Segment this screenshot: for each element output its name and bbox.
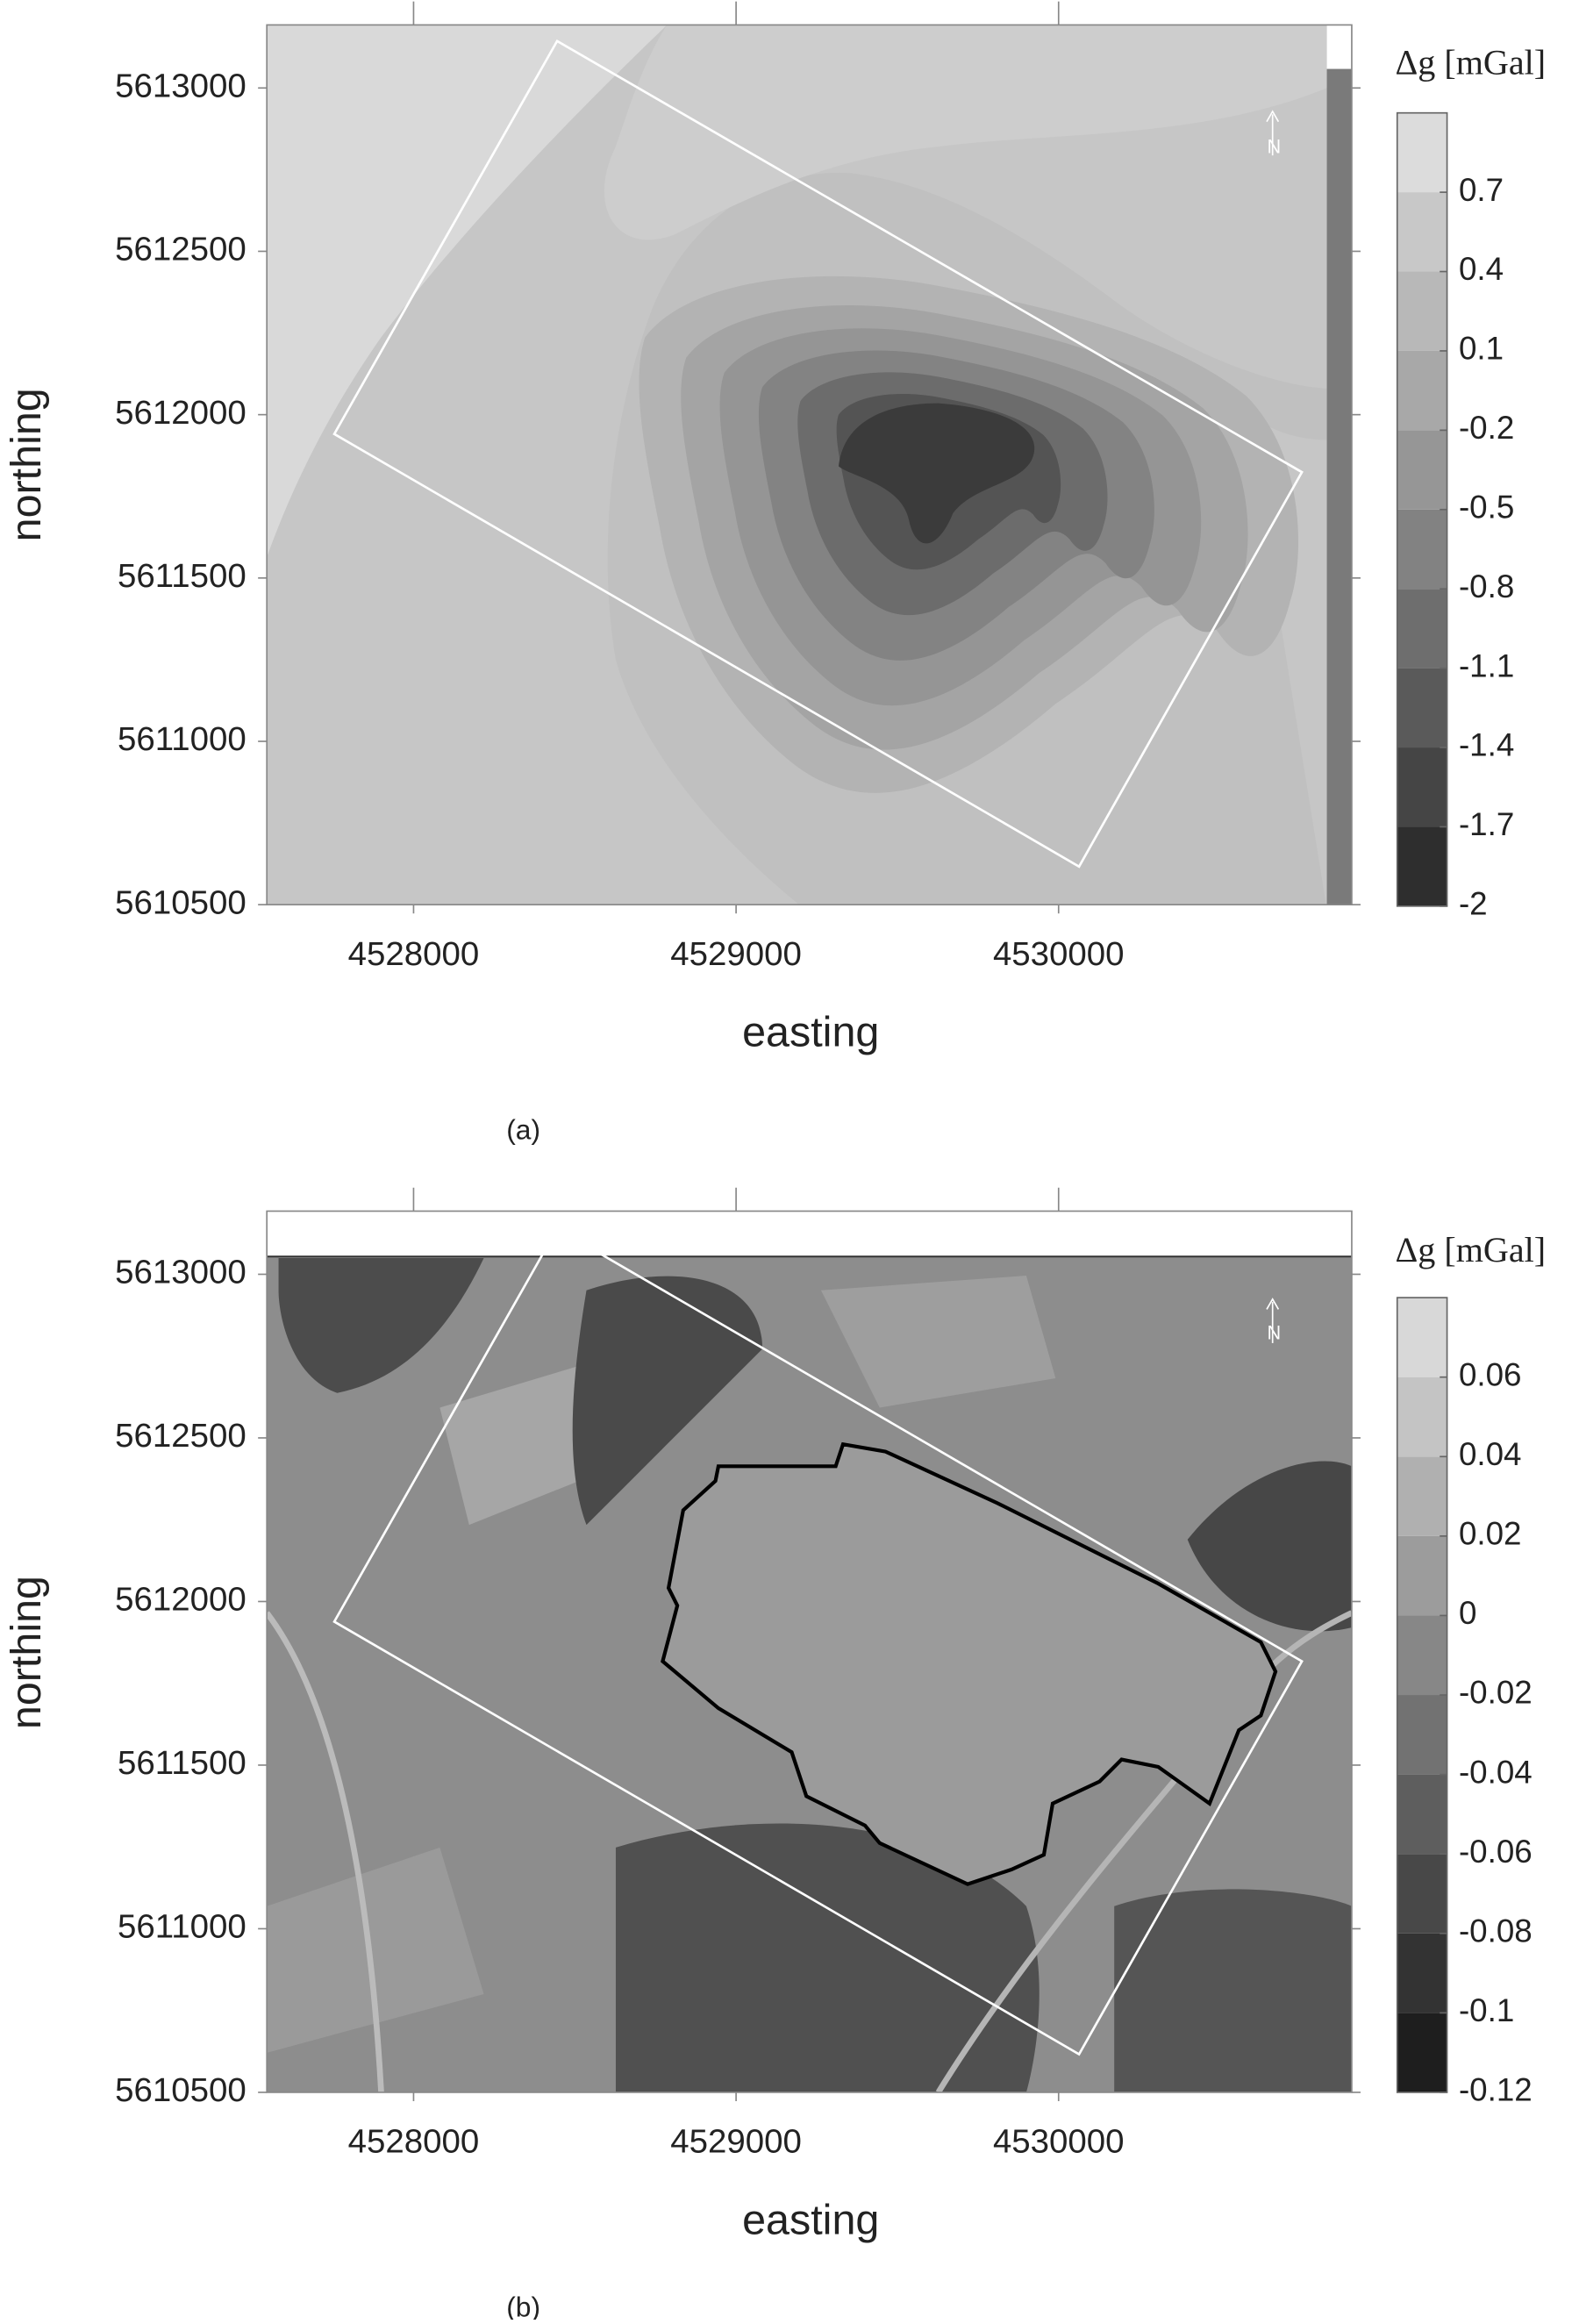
colorbar-band xyxy=(1397,1615,1447,1696)
colorbar-band xyxy=(1397,747,1447,827)
colorbar-band xyxy=(1397,1933,1447,2013)
colorbar-tick-label: 0.02 xyxy=(1459,1516,1522,1552)
x-axis-label: easting xyxy=(742,1009,879,1056)
y-tick-label: 5612000 xyxy=(115,394,246,432)
plot-frame xyxy=(266,24,1353,906)
colorbar-band xyxy=(1397,1774,1447,1855)
plot-frame xyxy=(266,1210,1353,2093)
x-tick-label: 4529000 xyxy=(670,2123,802,2161)
colorbar-band xyxy=(1397,192,1447,272)
colorbar-tick-label: -0.06 xyxy=(1459,1834,1533,1870)
y-tick-label: 5612500 xyxy=(115,1417,246,1455)
colorbar-tick-label: -0.08 xyxy=(1459,1913,1533,1949)
colorbar-band xyxy=(1397,1456,1447,1536)
map-b xyxy=(267,1211,1352,2092)
north-label: N xyxy=(1268,136,1282,158)
colorbar-tick-label: -2 xyxy=(1459,886,1488,922)
colorbar-tick-label: 0 xyxy=(1459,1595,1476,1631)
colorbar-band xyxy=(1397,509,1447,590)
colorbar-band xyxy=(1397,350,1447,431)
y-tick-label: 5611500 xyxy=(118,1744,246,1782)
y-tick-label: 5611000 xyxy=(118,1908,246,1946)
north-label: N xyxy=(1268,1322,1282,1344)
colorbar-band xyxy=(1397,668,1447,748)
x-axis-label: easting xyxy=(742,2196,879,2243)
y-tick-label: 5610500 xyxy=(115,2071,246,2109)
colorbar-tick-label: -0.04 xyxy=(1459,1754,1533,1790)
colorbar-tick-label: -0.02 xyxy=(1459,1675,1533,1711)
y-tick-label: 5612500 xyxy=(115,231,246,268)
colorbar-tick-label: -0.1 xyxy=(1459,1992,1514,2028)
y-tick-label: 5611500 xyxy=(118,557,246,595)
x-tick-label: 4529000 xyxy=(670,935,802,973)
colorbar-band xyxy=(1397,112,1447,193)
colorbar-band xyxy=(1397,2013,1447,2092)
colorbar-band xyxy=(1397,1695,1447,1775)
colorbar-band xyxy=(1397,1854,1447,1934)
panel-label: (a) xyxy=(506,1114,540,1146)
y-tick-label: 5610500 xyxy=(115,883,246,921)
x-tick-label: 4528000 xyxy=(348,935,480,973)
colorbar-band xyxy=(1397,826,1447,906)
colorbar-band xyxy=(1397,271,1447,351)
y-tick-label: 5613000 xyxy=(115,67,246,104)
colorbar-tick-label: -0.8 xyxy=(1459,568,1514,604)
x-tick-label: 4530000 xyxy=(993,2123,1125,2161)
colorbar-tick-label: 0.4 xyxy=(1459,251,1504,287)
colorbar-band xyxy=(1397,1298,1447,1377)
colorbar-tick-label: -0.5 xyxy=(1459,489,1514,525)
colorbar-frame xyxy=(1396,111,1448,907)
colorbar-band xyxy=(1397,1377,1447,1457)
colorbar-tick-label: -1.4 xyxy=(1459,727,1514,763)
colorbar-title: Δg [mGal] xyxy=(1395,42,1546,82)
colorbar-tick-label: 0.7 xyxy=(1459,172,1504,208)
x-tick-label: 4528000 xyxy=(348,2123,480,2161)
colorbar-band xyxy=(1397,1535,1447,1616)
colorbar-tick-label: -0.12 xyxy=(1459,2072,1533,2108)
y-tick-label: 5611000 xyxy=(118,720,246,758)
colorbar-tick-label: -1.7 xyxy=(1459,806,1514,842)
colorbar-band xyxy=(1397,430,1447,510)
colorbar-band xyxy=(1397,589,1447,669)
colorbar-tick-label: 0.1 xyxy=(1459,331,1504,367)
colorbar-frame xyxy=(1396,1297,1448,2093)
y-axis-label: northing xyxy=(3,1576,50,1729)
panel-label: (b) xyxy=(506,2292,540,2320)
colorbar-tick-label: -1.1 xyxy=(1459,647,1514,683)
y-tick-label: 5612000 xyxy=(115,1581,246,1619)
y-tick-label: 5613000 xyxy=(115,1254,246,1291)
colorbar-tick-label: 0.04 xyxy=(1459,1436,1522,1472)
x-tick-label: 4530000 xyxy=(993,935,1125,973)
map-a xyxy=(267,25,1352,905)
colorbar-tick-label: 0.06 xyxy=(1459,1356,1522,1392)
y-axis-label: northing xyxy=(3,388,50,541)
colorbar-tick-label: -0.2 xyxy=(1459,410,1514,446)
colorbar-title: Δg [mGal] xyxy=(1395,1230,1546,1269)
